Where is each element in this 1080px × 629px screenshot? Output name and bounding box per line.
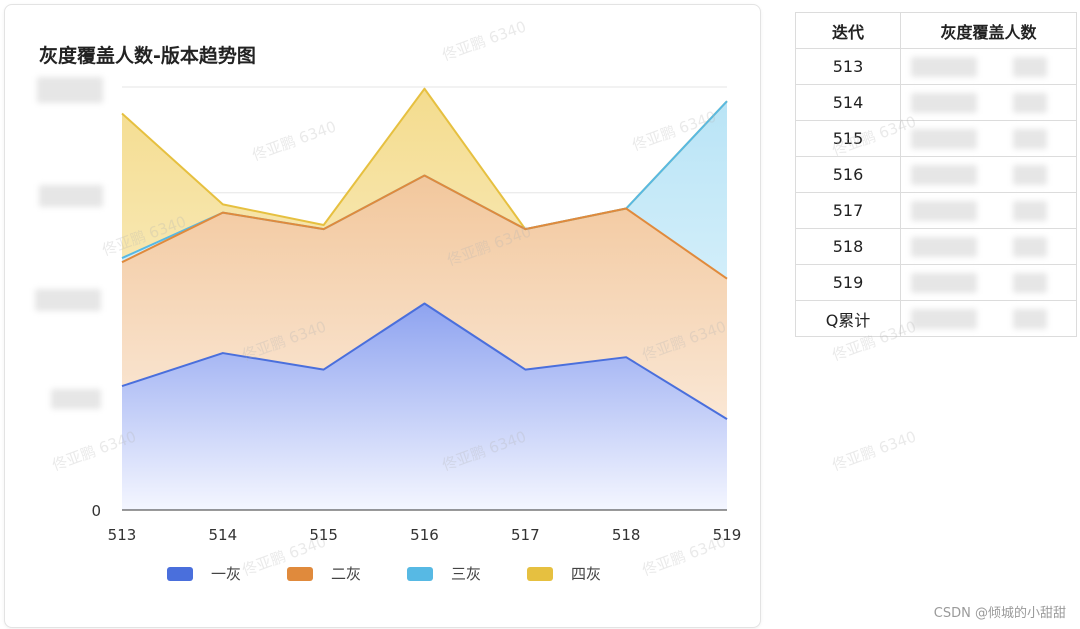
blurred-value (911, 165, 977, 185)
legend-swatch (527, 567, 553, 581)
blurred-value (1013, 129, 1047, 149)
blurred-value (1013, 237, 1047, 257)
legend-swatch (167, 567, 193, 581)
table-row: Q累计 (795, 300, 1077, 337)
blurred-value (911, 129, 977, 149)
series-area-1 (122, 303, 727, 510)
blurred-value (911, 237, 977, 257)
x-tick-label: 517 (511, 526, 540, 544)
table-row: 519 (795, 264, 1077, 301)
blurred-value (911, 273, 977, 293)
blurred-value (911, 93, 977, 113)
legend-label: 二灰 (331, 565, 361, 583)
iteration-cell: Q累计 (795, 300, 901, 337)
blurred-y-label (37, 77, 103, 103)
x-tick-label: 519 (713, 526, 742, 544)
data-table: 迭代 灰度覆盖人数 513 514 515 516 517 518 519 Q累计 (795, 12, 1077, 337)
blurred-value (1013, 57, 1047, 77)
legend-swatch (287, 567, 313, 581)
table-row: 514 (795, 84, 1077, 121)
blurred-value (1013, 273, 1047, 293)
blurred-value (1013, 93, 1047, 113)
iteration-cell: 516 (795, 156, 901, 193)
y-tick-label: 0 (91, 502, 101, 520)
table-header-coverage: 灰度覆盖人数 (900, 12, 1077, 49)
blurred-y-label (39, 185, 103, 207)
iteration-cell: 519 (795, 264, 901, 301)
watermark: 佟亚鹏 6340 (829, 427, 919, 475)
legend-swatch (407, 567, 433, 581)
table-row: 518 (795, 228, 1077, 265)
blurred-value (1013, 309, 1047, 329)
blurred-y-label (35, 289, 101, 311)
footer-credit: CSDN @倾城的小甜甜 (933, 606, 1066, 621)
iteration-cell: 518 (795, 228, 901, 265)
area-chart: 513 514 515 516 517 518 519 0 一灰 二灰 三灰 四灰 (91, 86, 742, 583)
table-header-iteration: 迭代 (795, 12, 901, 49)
iteration-cell: 517 (795, 192, 901, 229)
series-line-2 (121, 174, 728, 280)
coverage-cell-redacted (900, 120, 1077, 157)
iteration-cell: 515 (795, 120, 901, 157)
blurred-value (911, 201, 977, 221)
coverage-cell-redacted (900, 48, 1077, 85)
x-tick-label: 513 (108, 526, 137, 544)
x-tick-label: 516 (410, 526, 439, 544)
blurred-y-label (51, 389, 101, 409)
table-row: 517 (795, 192, 1077, 229)
coverage-cell-redacted (900, 156, 1077, 193)
coverage-cell-redacted (900, 264, 1077, 301)
series-line-1 (121, 302, 728, 420)
legend-label: 四灰 (571, 565, 601, 583)
blurred-value (1013, 165, 1047, 185)
x-tick-label: 514 (209, 526, 238, 544)
chart-card: 513 514 515 516 517 518 519 0 一灰 二灰 三灰 四灰 灰度覆盖人数-版本… (4, 4, 761, 628)
x-tick-label: 515 (309, 526, 338, 544)
iteration-cell: 514 (795, 84, 901, 121)
table-row: 516 (795, 156, 1077, 193)
blurred-value (911, 57, 977, 77)
table-row: 513 (795, 48, 1077, 85)
legend-label: 三灰 (451, 565, 481, 583)
coverage-cell-redacted (900, 300, 1077, 337)
coverage-cell-redacted (900, 84, 1077, 121)
iteration-cell: 513 (795, 48, 901, 85)
table-row: 515 (795, 120, 1077, 157)
chart-title: 灰度覆盖人数-版本趋势图 (39, 45, 256, 67)
blurred-value (1013, 201, 1047, 221)
coverage-cell-redacted (900, 228, 1077, 265)
blurred-value (911, 309, 977, 329)
legend-label: 一灰 (211, 565, 241, 583)
coverage-cell-redacted (900, 192, 1077, 229)
x-tick-label: 518 (612, 526, 641, 544)
